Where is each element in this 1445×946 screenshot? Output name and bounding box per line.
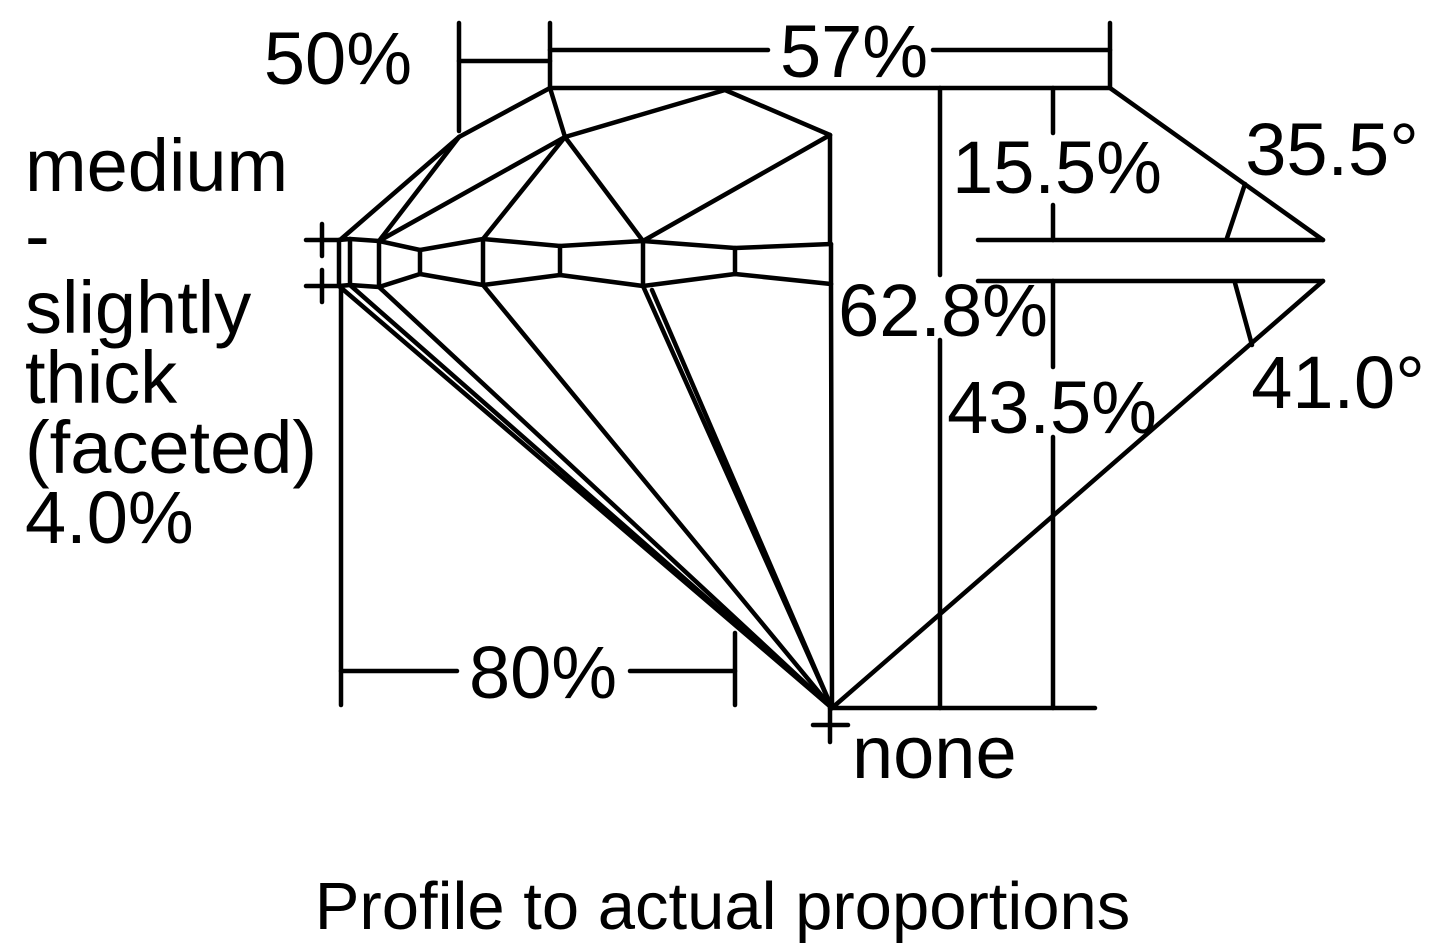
figure-caption: Profile to actual proportions — [314, 869, 1131, 944]
pavilion-angle-tick — [1232, 280, 1255, 348]
crown-facet-2 — [547, 85, 568, 140]
crown-angle-tick — [1224, 181, 1248, 241]
pavilion-slope-right — [829, 278, 1326, 711]
label-pavilion-depth: 43.5% — [947, 366, 1157, 449]
crown-facet-5 — [562, 134, 646, 244]
label-girdle-2: - — [25, 194, 50, 277]
crown-facet-4 — [480, 134, 568, 242]
label-girdle-6: 4.0% — [25, 476, 194, 559]
pavilion-facet-4 — [480, 282, 835, 711]
crown-facet-6 — [640, 132, 833, 244]
girdle-top-edge — [336, 236, 834, 253]
star-facet-a — [562, 87, 728, 140]
crown-outline-b — [337, 134, 462, 243]
label-pavilion-angle: 41.0° — [1251, 341, 1425, 424]
crown-slope-right — [1107, 85, 1326, 243]
label-girdle-5: (faceted) — [25, 406, 317, 489]
label-crown-angle: 35.5° — [1245, 108, 1419, 191]
crown-facet-1 — [376, 134, 462, 244]
girdle-bottom-edge — [336, 271, 834, 290]
star-facet-b — [722, 87, 833, 138]
label-culet: none — [852, 711, 1017, 794]
label-total-depth: 62.8% — [838, 269, 1048, 352]
label-girdle-4: thick — [25, 336, 178, 419]
label-girdle-3: slightly — [25, 266, 251, 349]
crown-facet-3 — [376, 134, 568, 244]
pavilion-facet-2 — [347, 282, 835, 711]
pavilion-facet-6 — [649, 287, 835, 711]
label-lower-girdle: 80% — [469, 631, 617, 714]
pavilion-facet-3 — [376, 284, 835, 711]
label-table-width: 57% — [780, 10, 928, 93]
pavilion-center-ridge — [828, 281, 835, 711]
label-star-length: 50% — [264, 17, 412, 100]
crown-outline-a — [456, 85, 553, 140]
label-crown-height: 15.5% — [952, 126, 1162, 209]
label-girdle-1: medium — [25, 124, 288, 207]
